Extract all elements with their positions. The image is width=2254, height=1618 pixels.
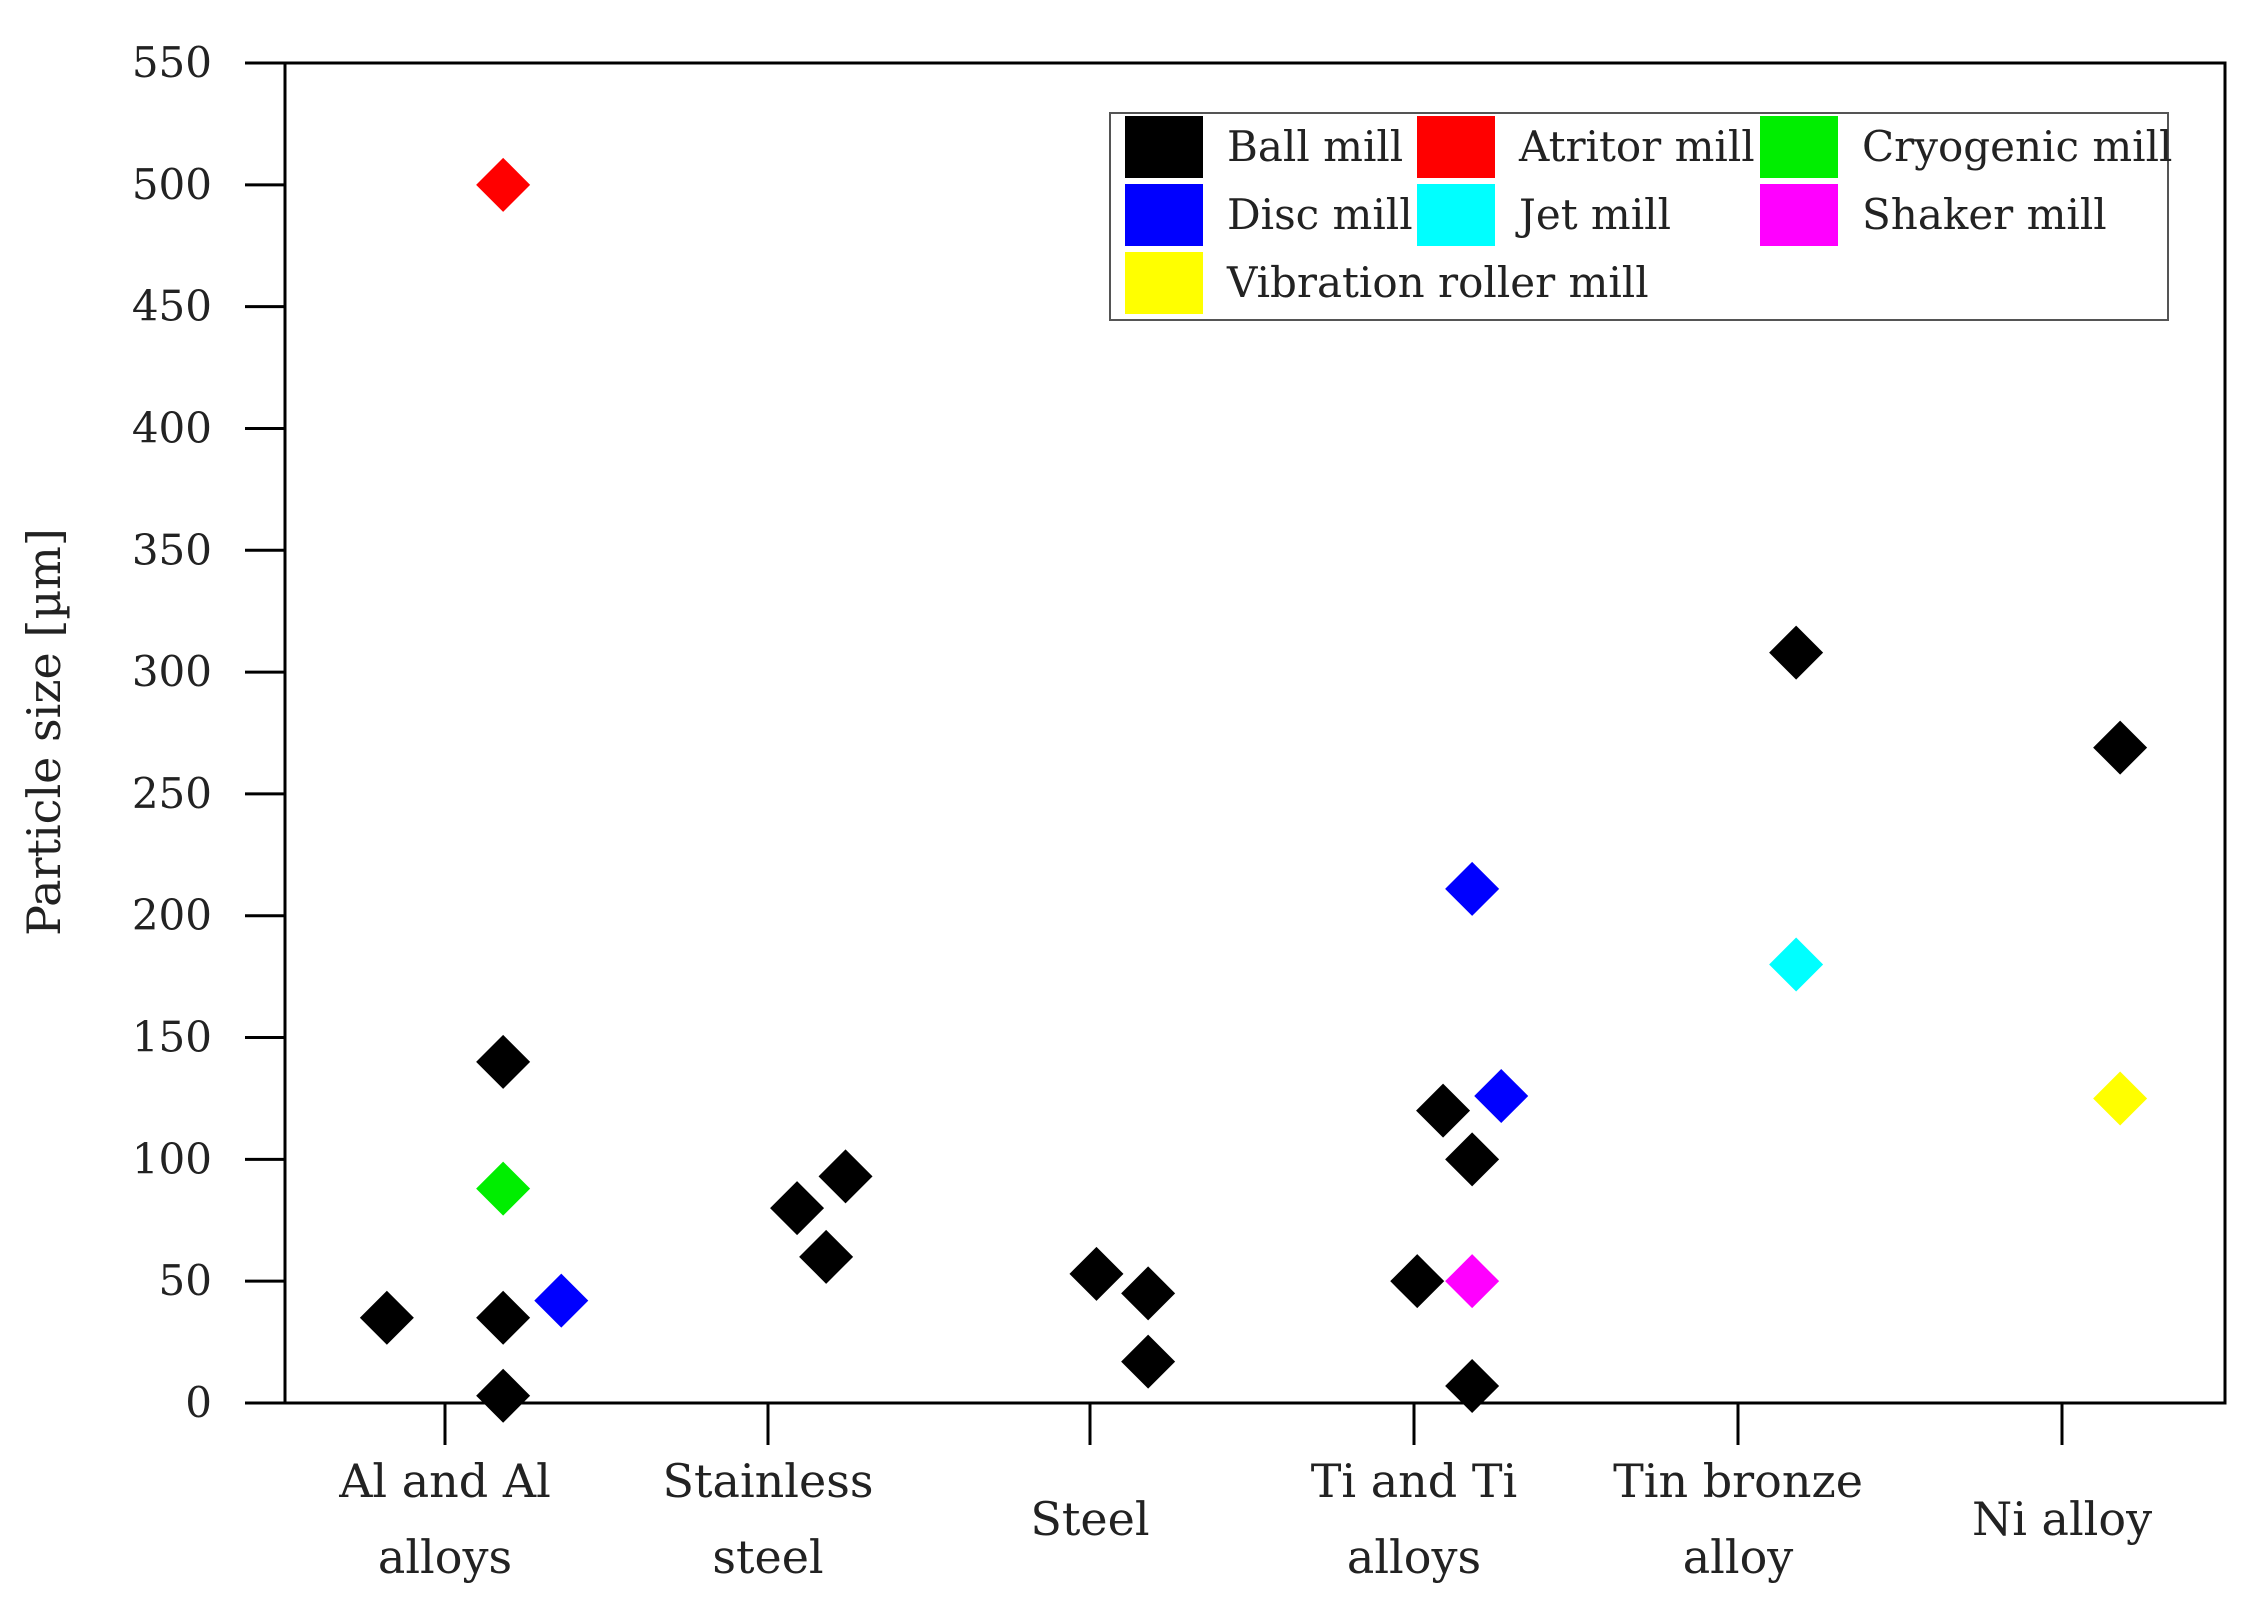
data-point xyxy=(818,1149,873,1204)
y-tick-label: 500 xyxy=(132,160,212,209)
x-axis: Al and Al alloys Stainless steel Steel Ti and… xyxy=(338,1403,2152,1584)
data-point xyxy=(476,157,531,212)
data-point xyxy=(1121,1334,1176,1389)
legend-swatch xyxy=(1417,184,1495,246)
legend-label: Cryogenic mill xyxy=(1862,122,2172,171)
y-tick-label: 550 xyxy=(132,38,212,87)
data-point xyxy=(476,1034,531,1089)
data-point xyxy=(1769,625,1824,680)
data-point xyxy=(1416,1083,1471,1138)
data-point xyxy=(476,1290,531,1345)
x-category-label: Ti and Ti xyxy=(1311,1454,1518,1508)
data-point xyxy=(799,1229,854,1284)
data-points xyxy=(359,157,2148,1423)
x-category-label: alloys xyxy=(378,1530,512,1584)
legend-swatch xyxy=(1417,116,1495,178)
x-category-label: Tin bronze xyxy=(1613,1454,1863,1508)
legend-label: Shaker mill xyxy=(1862,190,2107,239)
plot-area xyxy=(283,61,2227,1405)
data-point xyxy=(1121,1266,1176,1321)
x-category-label: Ni alloy xyxy=(1972,1492,2152,1546)
data-point xyxy=(1069,1246,1124,1301)
data-point xyxy=(2093,1071,2148,1126)
y-tick-label: 50 xyxy=(159,1256,212,1305)
data-point xyxy=(534,1273,589,1328)
plot-border xyxy=(283,61,2227,1405)
x-category-label: Stainless xyxy=(663,1454,874,1508)
y-tick-label: 150 xyxy=(132,1013,212,1062)
legend-swatch xyxy=(1125,116,1203,178)
y-tick-label: 200 xyxy=(132,891,212,940)
legend-label: Disc mill xyxy=(1227,190,1413,239)
data-point xyxy=(770,1181,825,1236)
legend-swatch xyxy=(1125,184,1203,246)
x-category-label: alloys xyxy=(1347,1530,1481,1584)
data-point xyxy=(359,1290,414,1345)
legend: Ball mill Atritor mill Cryogenic mill Disc … xyxy=(1109,112,2172,321)
y-axis: 0 50 100 150 200 250 300 350 400 450 500 550 xyxy=(132,38,285,1427)
legend-label: Jet mill xyxy=(1515,190,1671,239)
legend-box xyxy=(1109,112,2169,321)
data-point xyxy=(1769,937,1824,992)
data-point xyxy=(476,1368,531,1423)
y-tick-label: 450 xyxy=(132,282,212,331)
data-point xyxy=(476,1161,531,1216)
legend-label: Vibration roller mill xyxy=(1226,258,1649,307)
x-category-label: Steel xyxy=(1030,1492,1149,1546)
legend-swatch xyxy=(1125,252,1203,314)
data-point xyxy=(2093,720,2148,775)
x-category-label: Al and Al xyxy=(338,1454,551,1508)
data-point xyxy=(1445,1358,1500,1413)
y-tick-label: 0 xyxy=(185,1378,212,1427)
data-point xyxy=(1390,1254,1445,1309)
data-point xyxy=(1445,1254,1500,1309)
legend-swatch xyxy=(1760,184,1838,246)
legend-label: Atritor mill xyxy=(1518,122,1755,171)
y-axis-title: Particle size [µm] xyxy=(17,528,71,936)
y-tick-label: 350 xyxy=(132,525,212,574)
x-category-label: steel xyxy=(712,1530,823,1584)
data-point xyxy=(1474,1069,1529,1124)
y-tick-label: 250 xyxy=(132,769,212,818)
x-category-label: alloy xyxy=(1683,1530,1794,1584)
y-tick-label: 100 xyxy=(132,1134,212,1183)
y-tick-label: 400 xyxy=(132,403,212,452)
legend-swatch xyxy=(1760,116,1838,178)
data-point xyxy=(1445,1132,1500,1187)
y-tick-label: 300 xyxy=(132,647,212,696)
legend-label: Ball mill xyxy=(1227,122,1403,171)
data-point xyxy=(1445,861,1500,916)
